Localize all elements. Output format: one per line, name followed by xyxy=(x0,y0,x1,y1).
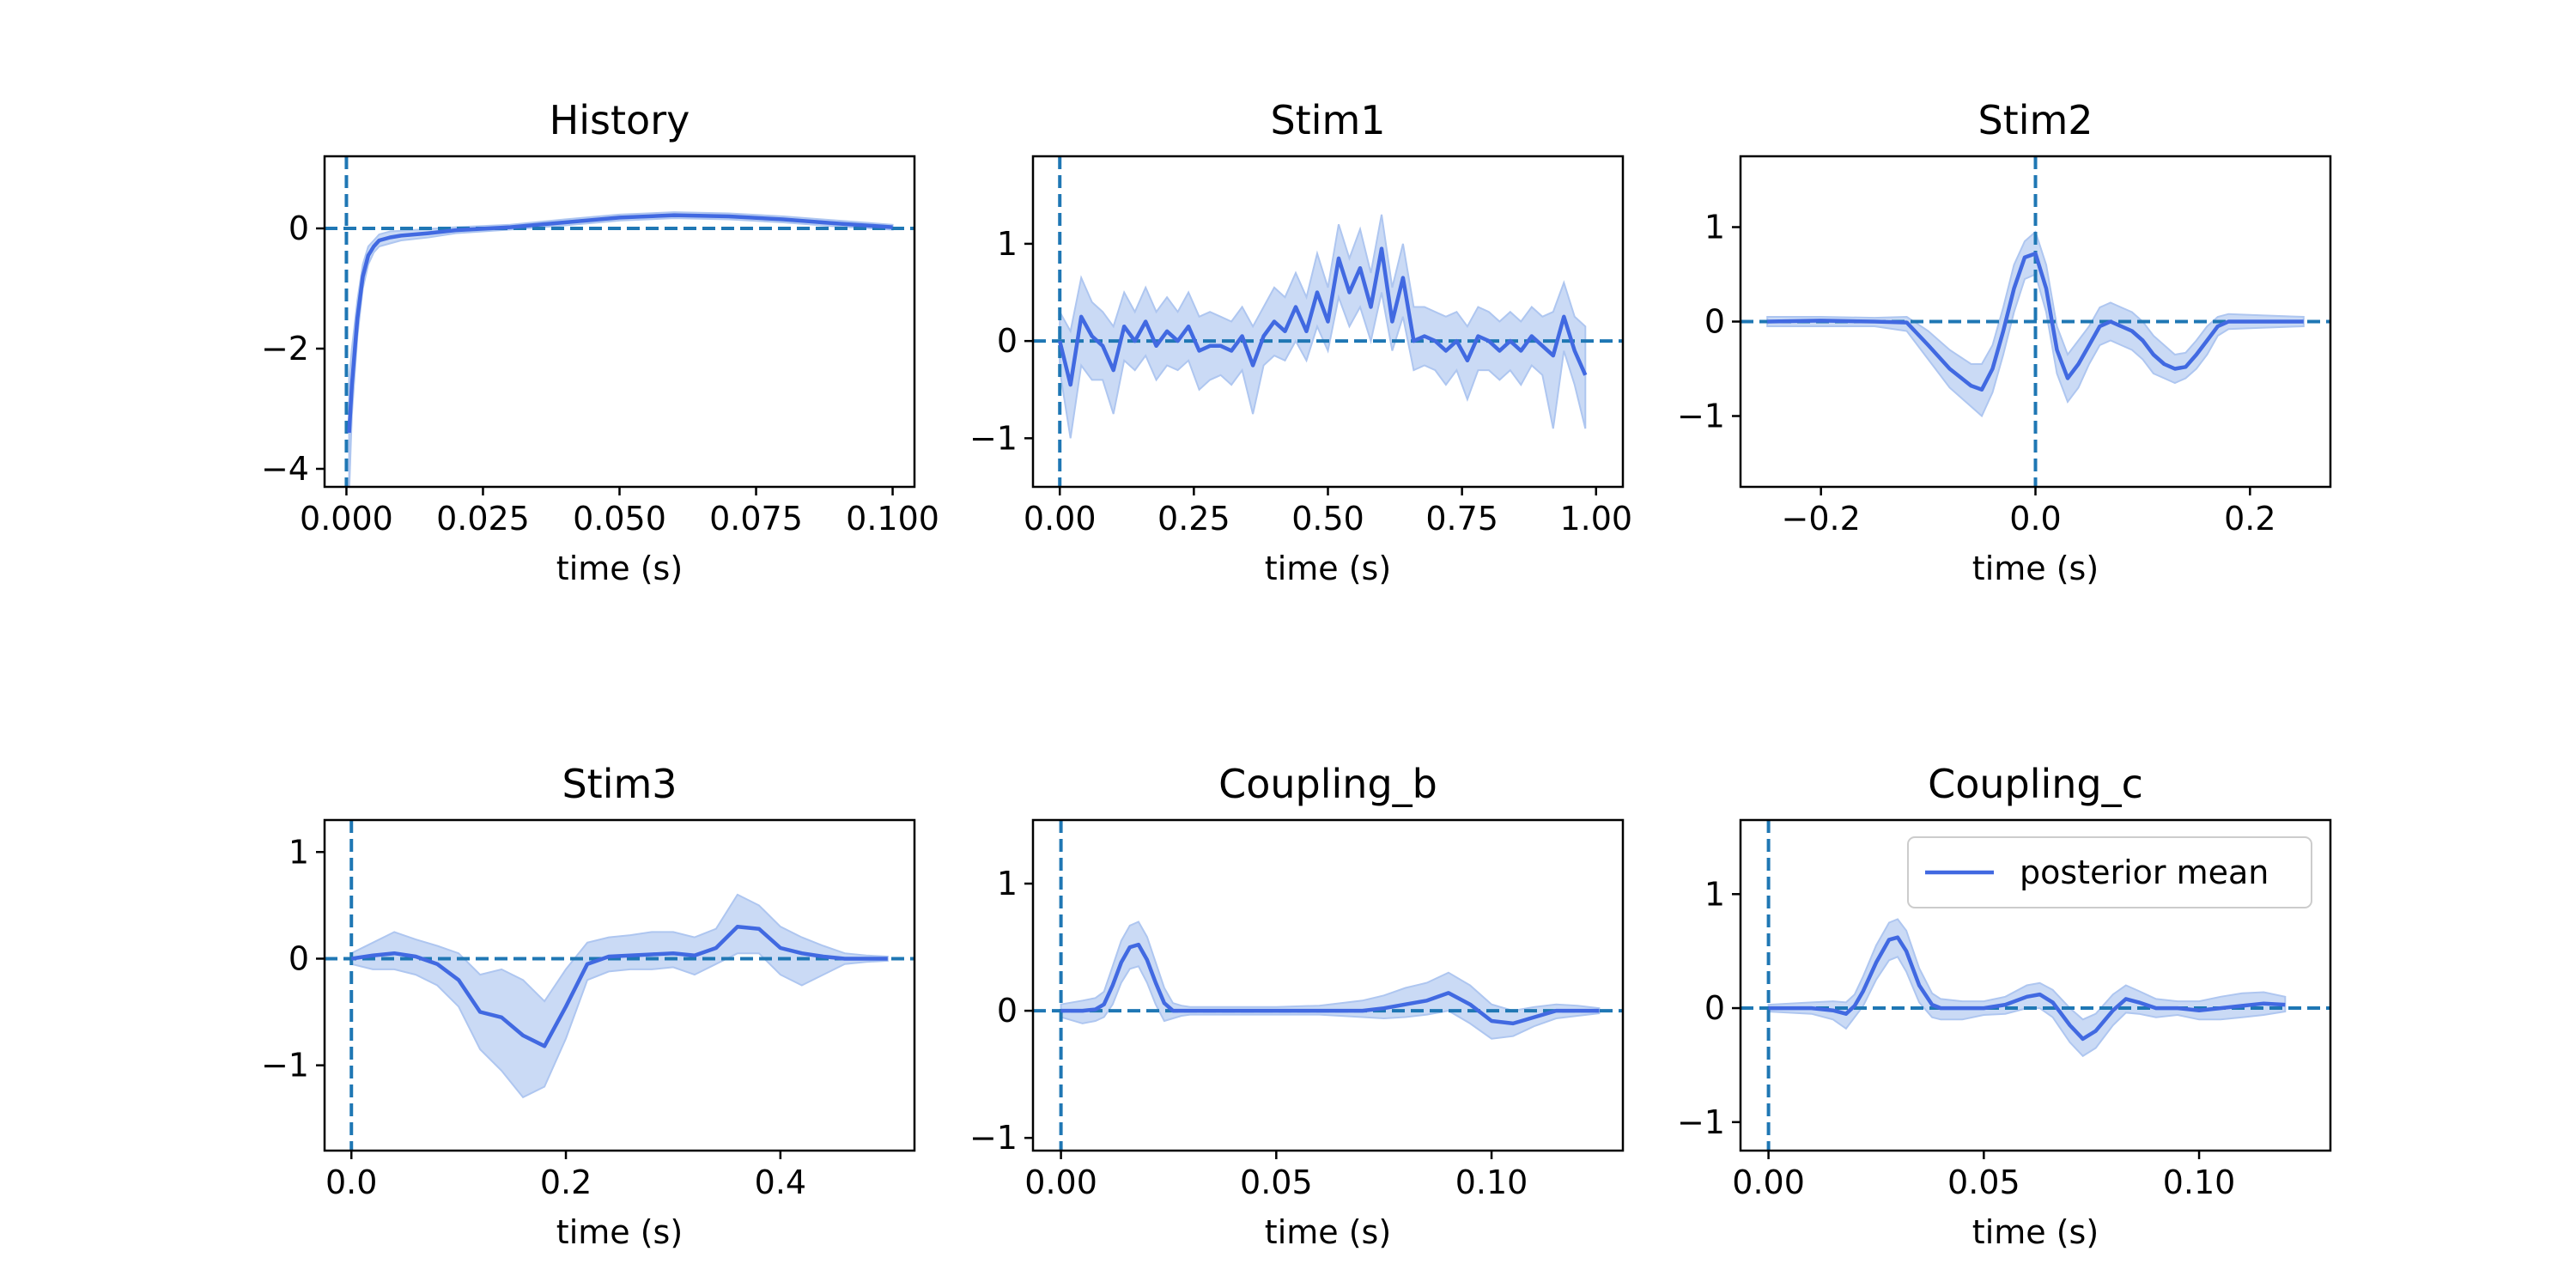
x-tick-label: 1.00 xyxy=(1559,500,1632,538)
y-tick-label: −2 xyxy=(261,330,309,368)
x-tick-label: 0.0 xyxy=(2009,500,2061,538)
axes-frame xyxy=(323,155,916,489)
x-axis-label: time (s) xyxy=(1265,550,1391,587)
y-tick-label: −1 xyxy=(969,1119,1018,1157)
subplot-title: Coupling_b xyxy=(1218,761,1437,807)
plot-area xyxy=(325,820,914,1151)
y-tick-label: 1 xyxy=(1704,875,1725,913)
x-tick-label: 0.10 xyxy=(2163,1163,2236,1201)
y-tick-label: 0 xyxy=(289,939,309,977)
credible-band xyxy=(348,211,894,487)
posterior-mean-line xyxy=(1060,942,1600,1026)
y-tick-label: −1 xyxy=(1677,1103,1725,1141)
y-tick-label: −1 xyxy=(1677,398,1725,435)
axes-frame xyxy=(1739,818,2332,1152)
y-tick-label: 1 xyxy=(997,225,1018,263)
subplot-1: 0.00 0.25 0.50 0.75 1.00 1 0 −1 Stim1 time (s) xyxy=(969,97,1632,587)
x-tick-label: 0.00 xyxy=(1024,1163,1097,1201)
x-tick-label: 0.075 xyxy=(709,500,803,538)
y-tick-label: 1 xyxy=(1704,209,1725,246)
y-tick-label: 0 xyxy=(997,322,1018,360)
credible-band xyxy=(350,893,889,1099)
posterior-mean-line xyxy=(350,924,888,1048)
x-tick-label: 0.000 xyxy=(300,500,393,538)
x-tick-label: 0.100 xyxy=(846,500,939,538)
subplot-title: History xyxy=(550,97,690,143)
legend-box xyxy=(1907,836,2312,908)
posterior-mean-line xyxy=(1767,252,2304,392)
plot-area xyxy=(1741,156,2330,487)
posterior-mean-line xyxy=(1058,246,1588,387)
legend: posterior mean xyxy=(1907,836,2312,908)
y-tick-label: 0 xyxy=(997,992,1018,1030)
plot-area xyxy=(1033,820,1623,1151)
posterior-mean-line xyxy=(347,213,893,434)
y-tick-label: −1 xyxy=(261,1047,309,1084)
y-tick-label: 1 xyxy=(997,865,1018,902)
x-tick-label: 0.05 xyxy=(1240,1163,1313,1201)
x-tick-label: 0.025 xyxy=(436,500,530,538)
y-tick-label: 0 xyxy=(1704,989,1725,1027)
subplot-0: 0.000 0.025 0.050 0.075 0.100 0 −2 −4 History tim… xyxy=(261,97,939,587)
y-tick-label: 0 xyxy=(289,210,309,247)
credible-band xyxy=(1767,918,2287,1058)
plot-area xyxy=(1033,156,1623,487)
axes-frame xyxy=(323,818,916,1152)
credible-band xyxy=(1766,230,2305,418)
y-tick-label: 1 xyxy=(289,833,309,871)
x-tick-label: 0.75 xyxy=(1425,500,1498,538)
x-tick-label: 0.25 xyxy=(1157,500,1230,538)
y-tick-label: 0 xyxy=(1704,303,1725,341)
subplot-title: Stim2 xyxy=(1978,97,2093,143)
x-tick-label: 0.50 xyxy=(1291,500,1364,538)
subplot-title: Stim3 xyxy=(562,761,677,807)
x-tick-label: 0.050 xyxy=(573,500,666,538)
x-tick-label: 0.10 xyxy=(1455,1163,1528,1201)
plot-area xyxy=(1741,820,2330,1151)
x-axis-label: time (s) xyxy=(556,550,683,587)
subplot-title: Coupling_c xyxy=(1928,761,2143,807)
subplot-2: −0.2 0.0 0.2 1 0 −1 Stim2 time (s) xyxy=(1677,97,2332,587)
x-tick-label: 0.4 xyxy=(755,1163,806,1201)
axes-frame xyxy=(1031,818,1625,1152)
plot-area xyxy=(325,156,914,487)
credible-band xyxy=(1059,214,1587,439)
x-tick-label: 0.00 xyxy=(1732,1163,1805,1201)
x-axis-label: time (s) xyxy=(1265,1213,1391,1251)
legend-label: posterior mean xyxy=(2020,854,2269,891)
x-axis-label: time (s) xyxy=(1972,550,2099,587)
subplot-title: Stim1 xyxy=(1270,97,1385,143)
x-tick-label: 0.00 xyxy=(1024,500,1097,538)
posterior-mean-line xyxy=(1768,935,2286,1042)
x-tick-label: −0.2 xyxy=(1782,500,1861,538)
y-tick-label: −1 xyxy=(969,419,1018,457)
x-tick-label: 0.2 xyxy=(540,1163,592,1201)
x-tick-label: 0.2 xyxy=(2224,500,2275,538)
subplot-3: 0.0 0.2 0.4 1 0 −1 Stim3 time (s) xyxy=(261,761,916,1251)
x-axis-label: time (s) xyxy=(1972,1213,2099,1251)
y-tick-label: −4 xyxy=(261,450,309,488)
x-axis-label: time (s) xyxy=(556,1213,683,1251)
x-tick-label: 0.0 xyxy=(325,1163,377,1201)
x-tick-label: 0.05 xyxy=(1947,1163,2020,1201)
